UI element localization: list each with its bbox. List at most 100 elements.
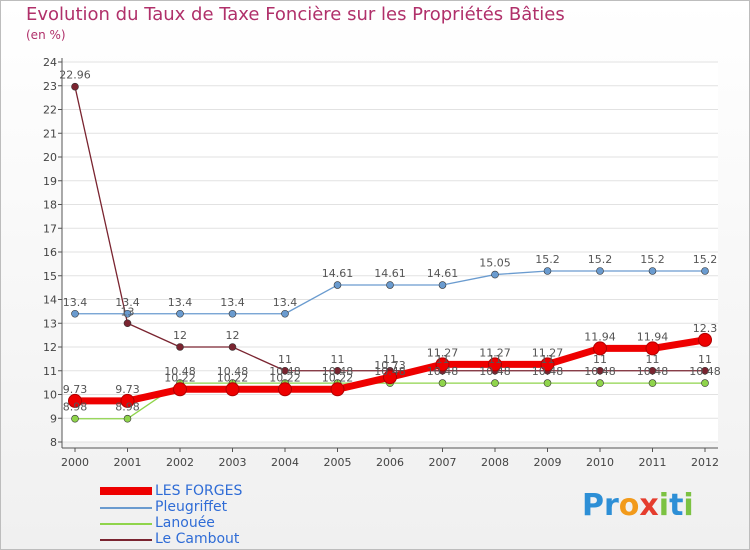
y-tick-label: 20 (43, 151, 57, 164)
data-point-lanou-e (491, 379, 499, 387)
data-point-pleugriffet (281, 309, 289, 318)
data-point-le-cambout (333, 366, 342, 375)
data-point-pleugriffet (701, 267, 709, 275)
data-point-les-forges (645, 341, 660, 356)
data-point-pleugriffet (491, 270, 499, 279)
data-point-le-cambout (648, 366, 657, 375)
x-tick-label: 2011 (639, 456, 667, 469)
data-point-le-cambout (123, 319, 132, 328)
data-point-lanou-e (596, 379, 604, 387)
data-label-les-forges: 9.73 (115, 383, 140, 396)
data-label-les-forges: 11.94 (637, 330, 669, 343)
data-label-lanou-e: 8.98 (63, 401, 88, 414)
y-tick-label: 12 (43, 341, 57, 354)
data-label-pleugriffet: 15.2 (535, 253, 560, 266)
data-label-le-cambout: 11 (698, 353, 712, 366)
data-label-lanou-e: 10.48 (374, 365, 406, 378)
data-point-pleugriffet (176, 309, 184, 318)
data-label-pleugriffet: 14.61 (322, 267, 354, 280)
data-label-les-forges: 11.27 (479, 346, 511, 359)
data-label-lanou-e: 10.48 (217, 365, 249, 378)
x-tick-label: 2000 (61, 456, 89, 469)
data-label-les-forges: 10.22 (322, 371, 354, 384)
data-point-lanou-e (543, 379, 552, 387)
y-tick-label: 14 (43, 294, 57, 307)
legend-label: Le Cambout (155, 531, 240, 547)
y-tick-label: 15 (43, 270, 57, 283)
y-tick-label: 21 (43, 127, 57, 140)
data-label-le-cambout: 12 (173, 329, 187, 342)
data-point-les-forges (120, 393, 135, 408)
data-point-le-cambout (281, 366, 289, 375)
data-point-le-cambout (176, 343, 184, 351)
data-point-pleugriffet (228, 309, 237, 318)
x-tick-label: 2010 (586, 456, 614, 469)
data-label-le-cambout: 11 (646, 353, 660, 366)
data-label-le-cambout: 13 (121, 305, 135, 318)
data-point-pleugriffet (386, 281, 394, 289)
y-tick-label: 8 (50, 436, 57, 449)
legend-swatch (100, 507, 152, 509)
x-tick-label: 2008 (481, 456, 509, 469)
proxiti-logo: Proxiti (582, 488, 694, 523)
data-label-lanou-e: 10.48 (532, 365, 564, 378)
x-tick-label: 2009 (534, 456, 562, 469)
legend-label: LES FORGES (155, 483, 243, 499)
data-label-les-forges: 12.3 (693, 322, 718, 335)
data-point-les-forges (383, 370, 397, 385)
data-label-les-forges: 9.73 (63, 383, 88, 396)
data-point-le-cambout (71, 82, 79, 91)
legend-label: Pleugriffet (155, 499, 228, 515)
data-point-les-forges (540, 357, 555, 372)
data-label-pleugriffet: 15.2 (640, 253, 665, 266)
data-label-les-forges: 10.73 (374, 359, 406, 372)
data-label-les-forges: 10.22 (217, 371, 249, 384)
data-label-le-cambout: 11 (436, 353, 450, 366)
legend-label: Lanouée (155, 515, 215, 531)
data-label-pleugriffet: 13.4 (273, 296, 298, 309)
data-point-pleugriffet (648, 267, 657, 275)
data-point-les-forges (225, 382, 240, 397)
data-point-les-forges (173, 382, 187, 397)
y-tick-label: 9 (50, 412, 57, 425)
data-point-les-forges (435, 357, 450, 372)
legend-swatch (100, 523, 152, 525)
data-point-pleugriffet (438, 281, 447, 289)
data-label-le-cambout: 11 (541, 353, 555, 366)
data-label-lanou-e: 10.48 (584, 365, 616, 378)
data-point-lanou-e (438, 379, 447, 387)
legend-swatch (100, 539, 152, 541)
y-tick-label: 16 (43, 246, 57, 259)
data-label-les-forges: 10.22 (164, 371, 196, 384)
data-label-le-cambout: 11 (488, 353, 502, 366)
data-point-pleugriffet (596, 267, 604, 275)
data-point-pleugriffet (543, 267, 552, 275)
x-tick-label: 2005 (324, 456, 352, 469)
data-label-pleugriffet: 13.4 (168, 296, 193, 309)
y-tick-label: 10 (43, 389, 57, 402)
x-tick-label: 2003 (219, 456, 247, 469)
data-point-le-cambout (596, 366, 604, 375)
data-label-lanou-e: 10.48 (322, 365, 354, 378)
data-point-pleugriffet (333, 281, 342, 289)
data-label-lanou-e: 8.98 (115, 401, 140, 414)
data-label-pleugriffet: 13.4 (220, 296, 245, 309)
data-label-le-cambout: 11 (383, 353, 397, 366)
chart-subtitle: (en %) (26, 28, 66, 42)
chart-title: Evolution du Taux de Taxe Foncière sur l… (26, 4, 565, 25)
y-tick-label: 24 (43, 56, 57, 69)
x-tick-label: 2002 (166, 456, 194, 469)
y-tick-label: 18 (43, 199, 57, 212)
data-label-pleugriffet: 15.05 (479, 257, 511, 270)
legend-swatch (100, 487, 152, 495)
data-label-les-forges: 11.27 (532, 346, 564, 359)
data-point-le-cambout (228, 343, 237, 351)
data-label-les-forges: 10.22 (269, 371, 301, 384)
y-tick-label: 17 (43, 222, 57, 235)
y-tick-label: 22 (43, 104, 57, 117)
x-tick-label: 2001 (114, 456, 142, 469)
data-point-les-forges (593, 341, 607, 356)
data-point-pleugriffet (123, 309, 132, 318)
x-tick-label: 2007 (429, 456, 457, 469)
